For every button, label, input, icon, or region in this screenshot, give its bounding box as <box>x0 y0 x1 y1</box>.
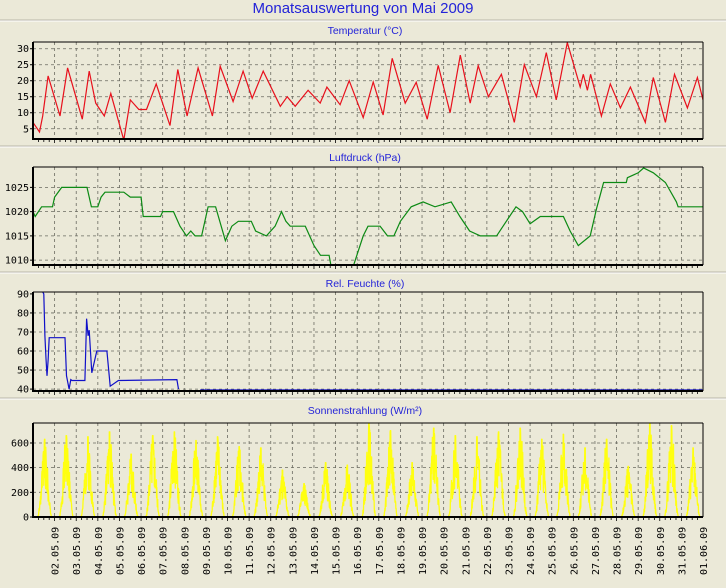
x-tick-label: 30.05.09 <box>656 527 667 575</box>
chart-panel-2: Rel. Feuchte (%) 40 50 60 70 80 90 <box>17 278 704 396</box>
x-tick-label: 03.05.09 <box>72 527 83 575</box>
series-day-4 <box>101 431 118 518</box>
series-day-19 <box>426 427 442 518</box>
series-line <box>42 292 180 390</box>
x-tick-label: 08.05.09 <box>180 527 191 575</box>
x-tick-label: 10.05.09 <box>224 527 235 575</box>
y-tick-label: 90 <box>17 289 29 300</box>
x-tick-label: 11.05.09 <box>245 527 256 575</box>
x-tick-label: 19.05.09 <box>418 527 429 575</box>
x-tick-label: 07.05.09 <box>159 527 170 575</box>
series-day-28 <box>620 465 636 518</box>
series-line <box>33 167 703 265</box>
x-tick-label: 12.05.09 <box>267 527 278 575</box>
series-day-27 <box>599 438 615 518</box>
chart-panel-3: Sonnenstrahlung (W/m²) 0 200 400 600 <box>11 405 704 524</box>
y-tick-label: 1015 <box>5 231 29 242</box>
y-tick-label: 40 <box>17 385 29 396</box>
series-day-10 <box>231 446 247 518</box>
x-tick-label: 25.05.09 <box>548 527 559 575</box>
x-tick-label: 09.05.09 <box>202 527 213 575</box>
series-day-8 <box>188 439 204 518</box>
y-tick-label: 25 <box>17 60 29 71</box>
y-tick-label: 10 <box>17 108 29 119</box>
x-tick-label: 28.05.09 <box>613 527 624 575</box>
x-tick-label: 02.05.09 <box>51 527 62 575</box>
series-line <box>33 42 703 139</box>
series-day-23 <box>512 427 528 518</box>
y-tick-label: 20 <box>17 76 29 87</box>
chart-title: Rel. Feuchte (%) <box>326 278 405 290</box>
x-tick-label: 01.06.09 <box>699 527 710 575</box>
y-tick-label: 80 <box>17 308 29 319</box>
chart-panel-0: Temperatur (°C) 5 10 15 20 25 30 <box>17 25 704 143</box>
series-day-5 <box>123 453 139 518</box>
y-tick-label: 200 <box>11 488 29 499</box>
x-tick-label: 21.05.09 <box>461 527 472 575</box>
y-tick-label: 0 <box>23 513 29 524</box>
x-tick-label: 16.05.09 <box>353 527 364 575</box>
x-tick-label: 29.05.09 <box>634 527 645 575</box>
series-day-12 <box>274 469 291 518</box>
series-day-22 <box>490 431 507 518</box>
x-tick-label: 14.05.09 <box>310 527 321 575</box>
series-day-14 <box>318 462 334 518</box>
series-day-21 <box>469 436 485 518</box>
series-day-20 <box>447 434 463 518</box>
x-tick-label: 06.05.09 <box>137 527 148 575</box>
chart-title: Temperatur (°C) <box>328 25 403 37</box>
series-day-9 <box>209 436 226 518</box>
x-tick-label: 23.05.09 <box>504 527 515 575</box>
y-tick-label: 60 <box>17 347 29 358</box>
series-day-18 <box>404 462 420 518</box>
x-tick-label: 13.05.09 <box>288 527 299 575</box>
x-tick-label: 26.05.09 <box>569 527 580 575</box>
series-day-26 <box>577 447 593 518</box>
y-tick-label: 70 <box>17 327 29 338</box>
series-day-29 <box>642 422 658 518</box>
series-day-7 <box>166 431 183 518</box>
x-tick-label: 24.05.09 <box>526 527 537 575</box>
series-day-25 <box>555 433 572 518</box>
x-tick-label: 17.05.09 <box>375 527 386 575</box>
y-tick-label: 15 <box>17 92 29 103</box>
series-day-31 <box>685 447 701 518</box>
y-tick-label: 1010 <box>5 256 29 267</box>
series-day-24 <box>534 438 550 518</box>
y-tick-label: 5 <box>23 124 29 135</box>
x-tick-label: 27.05.09 <box>591 527 602 575</box>
series-day-1 <box>37 438 53 518</box>
series-day-2 <box>58 434 74 518</box>
series-day-15 <box>339 464 355 518</box>
y-tick-label: 1025 <box>5 183 29 194</box>
series-day-3 <box>80 436 96 518</box>
chart-panel-1: Luftdruck (hPa) 1010 1015 1020 1025 <box>5 152 704 269</box>
y-tick-label: 600 <box>11 438 29 449</box>
series-day-17 <box>382 429 399 518</box>
x-tick-label: 31.05.09 <box>677 527 688 575</box>
y-tick-label: 1020 <box>5 207 29 218</box>
x-tick-label: 22.05.09 <box>483 527 494 575</box>
x-tick-label: 04.05.09 <box>94 527 105 575</box>
chart-title: Sonnenstrahlung (W/m²) <box>308 405 422 417</box>
y-tick-label: 400 <box>11 463 29 474</box>
x-tick-label: 15.05.09 <box>332 527 343 575</box>
y-tick-label: 50 <box>17 366 29 377</box>
y-tick-label: 30 <box>17 44 29 55</box>
series-day-30 <box>663 425 680 518</box>
series-day-6 <box>145 434 161 518</box>
x-tick-label: 05.05.09 <box>115 527 126 575</box>
series-day-16 <box>361 422 377 518</box>
x-tick-label: 18.05.09 <box>396 527 407 575</box>
x-tick-label: 20.05.09 <box>440 527 451 575</box>
chart-title: Luftdruck (hPa) <box>329 152 401 164</box>
series-day-11 <box>253 447 269 518</box>
main-title: Monatsauswertung von Mai 2009 <box>252 0 474 17</box>
series-day-13 <box>296 483 312 518</box>
